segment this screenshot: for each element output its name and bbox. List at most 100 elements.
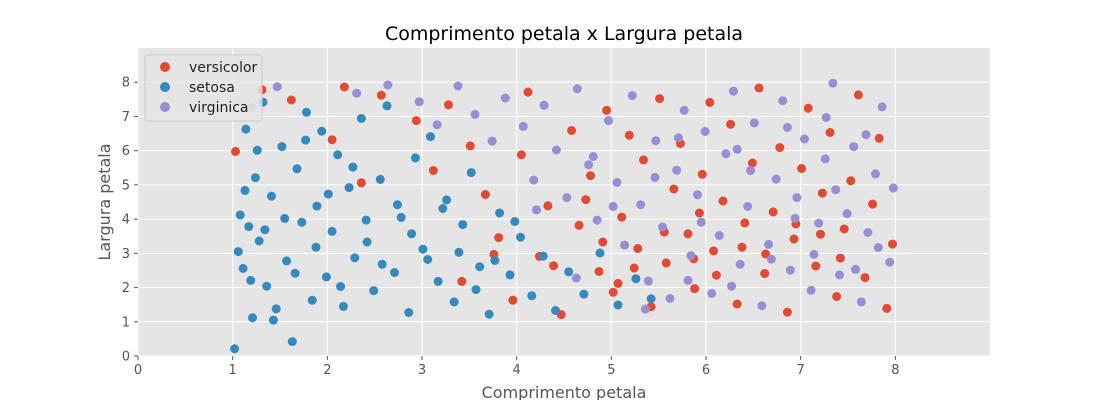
point-versicolor [705, 97, 715, 107]
point-setosa [362, 237, 372, 247]
point-virginica [790, 213, 800, 223]
point-versicolor [508, 295, 518, 305]
y-tick-label: 6 [122, 144, 130, 159]
point-virginica [771, 174, 781, 184]
point-setosa [423, 255, 433, 264]
point-setosa [392, 200, 402, 210]
point-setosa [241, 124, 251, 134]
point-virginica [700, 127, 710, 136]
x-tick-label: 3 [418, 363, 426, 378]
point-versicolor [624, 130, 634, 140]
y-tick-label: 5 [122, 178, 130, 193]
point-versicolor [811, 261, 821, 271]
point-versicolor [839, 224, 849, 234]
point-virginica [856, 297, 866, 307]
point-virginica [696, 217, 706, 227]
point-versicolor [747, 158, 757, 168]
point-virginica [683, 275, 693, 285]
point-versicolor [286, 95, 296, 105]
point-setosa [471, 285, 481, 295]
point-versicolor [655, 94, 665, 104]
point-virginica [500, 93, 510, 103]
point-virginica [383, 80, 393, 90]
point-virginica [643, 276, 653, 286]
point-virginica [820, 154, 830, 164]
point-versicolor [633, 244, 643, 253]
point-virginica [604, 116, 613, 126]
point-versicolor [613, 278, 623, 288]
point-versicolor [888, 239, 897, 249]
point-versicolor [516, 150, 526, 160]
point-versicolor [825, 128, 835, 137]
y-tick-label: 2 [122, 281, 130, 296]
legend-label-setosa: setosa [189, 80, 235, 96]
point-setosa [418, 244, 428, 254]
point-virginica [885, 257, 895, 267]
point-versicolor [602, 105, 612, 115]
point-versicolor [567, 126, 577, 135]
x-tick-label: 1 [229, 363, 237, 378]
point-setosa [458, 220, 468, 230]
point-virginica [766, 254, 776, 264]
point-versicolor [768, 207, 778, 217]
point-virginica [612, 178, 622, 187]
point-versicolor [639, 155, 648, 165]
point-virginica [863, 228, 873, 237]
point-versicolor [797, 164, 807, 173]
x-tick-label: 5 [607, 363, 615, 378]
point-versicolor [231, 146, 240, 156]
x-tick-label: 2 [323, 363, 331, 378]
point-setosa [277, 142, 287, 152]
legend: versicolor setosa virginica [144, 54, 263, 122]
point-versicolor [782, 307, 792, 317]
point-versicolor [661, 258, 671, 268]
point-versicolor [356, 178, 366, 188]
point-versicolor [598, 237, 608, 247]
point-setosa [466, 168, 476, 178]
x-tick-label: 8 [891, 363, 899, 378]
point-versicolor [457, 276, 467, 286]
point-setosa [235, 210, 245, 220]
point-setosa [344, 183, 354, 193]
point-virginica [735, 259, 745, 269]
point-versicolor [817, 188, 827, 198]
point-versicolor [718, 196, 728, 206]
point-virginica [658, 222, 667, 232]
point-setosa [287, 337, 297, 347]
point-versicolor [523, 87, 533, 97]
point-versicolor [411, 116, 421, 126]
point-setosa [327, 226, 337, 236]
point-setosa [301, 135, 311, 145]
point-setosa [390, 268, 399, 277]
legend-marker-versicolor [160, 62, 170, 72]
point-setosa [407, 229, 417, 239]
point-versicolor [740, 218, 750, 228]
point-virginica [757, 301, 767, 311]
point-setosa [248, 313, 257, 323]
point-setosa [246, 275, 256, 285]
point-virginica [539, 100, 549, 110]
point-versicolor [860, 273, 870, 283]
point-versicolor [586, 171, 595, 181]
point-virginica [785, 265, 795, 275]
point-versicolor [376, 90, 386, 100]
point-virginica [792, 193, 802, 203]
point-versicolor [816, 229, 825, 239]
series-setosa [230, 97, 656, 354]
point-versicolor [726, 119, 736, 129]
point-setosa [302, 107, 311, 117]
point-virginica [572, 84, 582, 94]
point-virginica [620, 240, 630, 250]
point-virginica [871, 169, 880, 179]
point-versicolor [581, 195, 591, 205]
point-versicolor [549, 261, 559, 271]
point-versicolor [669, 184, 679, 194]
point-setosa [449, 297, 459, 307]
point-setosa [282, 256, 292, 266]
point-setosa [280, 213, 290, 223]
point-virginica [584, 160, 594, 170]
point-setosa [579, 289, 589, 299]
y-tick-label: 0 [122, 350, 130, 365]
point-virginica [727, 281, 737, 291]
point-setosa [438, 204, 448, 213]
